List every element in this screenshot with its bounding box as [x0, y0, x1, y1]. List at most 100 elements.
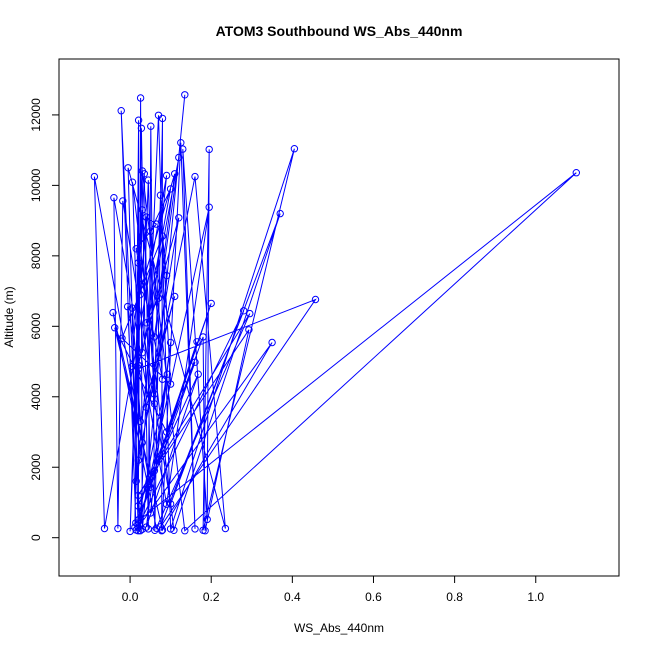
- data-point: [114, 524, 122, 533]
- y-axis: 0 2000 4000 6000 8000 10000 12000: [29, 98, 60, 541]
- data-point: [175, 153, 183, 162]
- data-point: [123, 302, 132, 311]
- data-point: [171, 292, 179, 301]
- data-point: [572, 169, 580, 177]
- data-point: [146, 509, 155, 517]
- data-point: [203, 515, 211, 524]
- data-point: [162, 500, 171, 508]
- data-point: [194, 370, 202, 378]
- chart-title: ATOM3 Southbound WS_Abs_440nm: [216, 23, 463, 39]
- data-point: [140, 170, 149, 178]
- x-tick-label: 0.0: [122, 590, 139, 604]
- data-point: [170, 526, 178, 534]
- data-point: [136, 417, 144, 426]
- data-point: [166, 185, 175, 193]
- data-point: [138, 206, 147, 214]
- data-point: [205, 145, 213, 154]
- y-axis-label: Altitude (m): [2, 286, 16, 347]
- y-tick-label: 6000: [29, 313, 43, 340]
- data-point: [179, 145, 187, 153]
- x-axis-label: WS_Abs_440nm: [294, 621, 384, 635]
- data-point: [136, 290, 144, 299]
- x-tick-label: 0.2: [203, 590, 220, 604]
- data-point: [137, 124, 146, 133]
- data-point: [119, 197, 127, 205]
- data-point: [118, 334, 126, 342]
- data-point: [100, 524, 109, 533]
- data-point: [166, 338, 175, 347]
- data-point: [132, 245, 140, 253]
- data-point: [166, 525, 175, 533]
- x-axis: 0.0 0.2 0.4 0.6 0.8 1.0: [122, 575, 544, 604]
- data-point: [162, 171, 171, 180]
- data-point: [152, 524, 161, 532]
- x-tick-label: 0.6: [365, 590, 382, 604]
- data-point: [134, 502, 142, 510]
- data-point: [142, 213, 151, 221]
- data-point: [134, 364, 143, 373]
- data-point: [138, 349, 147, 357]
- data-point: [158, 232, 167, 240]
- data-point: [117, 107, 125, 115]
- data-point: [268, 338, 276, 347]
- data-point: [154, 294, 163, 302]
- data-point: [150, 333, 159, 341]
- data-point: [136, 94, 145, 102]
- data-point: [191, 525, 199, 533]
- data-point: [124, 164, 132, 172]
- data-point: [146, 483, 155, 491]
- data-point: [166, 500, 175, 508]
- data-point: [150, 400, 159, 408]
- data-point: [199, 333, 207, 341]
- data-point: [221, 524, 230, 533]
- data-point: [181, 91, 189, 99]
- data-point: [132, 526, 140, 534]
- data-point: [150, 390, 159, 398]
- data-point: [132, 477, 140, 485]
- x-tick-label: 0.8: [446, 590, 463, 604]
- data-point: [171, 170, 179, 178]
- data-point: [207, 299, 215, 308]
- data-point: [142, 403, 151, 411]
- data-point: [90, 172, 99, 181]
- data-point: [111, 324, 119, 332]
- y-tick-label: 8000: [29, 242, 43, 269]
- data-point: [150, 467, 159, 475]
- data-point: [134, 491, 142, 500]
- data-point: [138, 438, 147, 447]
- data-point: [138, 280, 147, 288]
- data-point: [162, 428, 171, 436]
- data-point: [158, 375, 167, 383]
- data-point: [201, 527, 209, 535]
- data-point: [246, 309, 254, 318]
- data-point: [181, 527, 189, 535]
- y-tick-label: 2000: [29, 454, 43, 481]
- data-point: [134, 456, 142, 464]
- data-point: [156, 191, 165, 199]
- data-point: [142, 319, 151, 327]
- x-tick-label: 0.4: [284, 590, 301, 604]
- y-tick-label: 12000: [29, 98, 43, 132]
- data-point: [177, 139, 185, 147]
- data-point: [191, 358, 199, 366]
- data-point: [205, 203, 213, 211]
- data-point: [311, 295, 320, 304]
- data-point: [134, 116, 143, 124]
- data-point: [144, 176, 153, 184]
- data-point: [151, 526, 159, 534]
- data-point: [240, 307, 248, 315]
- data-point: [276, 209, 284, 218]
- data-point: [245, 326, 253, 334]
- data-point: [290, 145, 299, 153]
- data-point: [152, 220, 161, 228]
- series-line: [93, 94, 577, 532]
- data-point: [146, 227, 155, 235]
- data-point: [163, 370, 172, 378]
- y-tick-label: 4000: [29, 383, 43, 410]
- data-point: [147, 122, 155, 130]
- data-point: [128, 178, 137, 186]
- data-point: [134, 516, 142, 524]
- series-layer: [90, 91, 580, 536]
- data-point: [109, 308, 117, 317]
- data-point: [166, 380, 175, 388]
